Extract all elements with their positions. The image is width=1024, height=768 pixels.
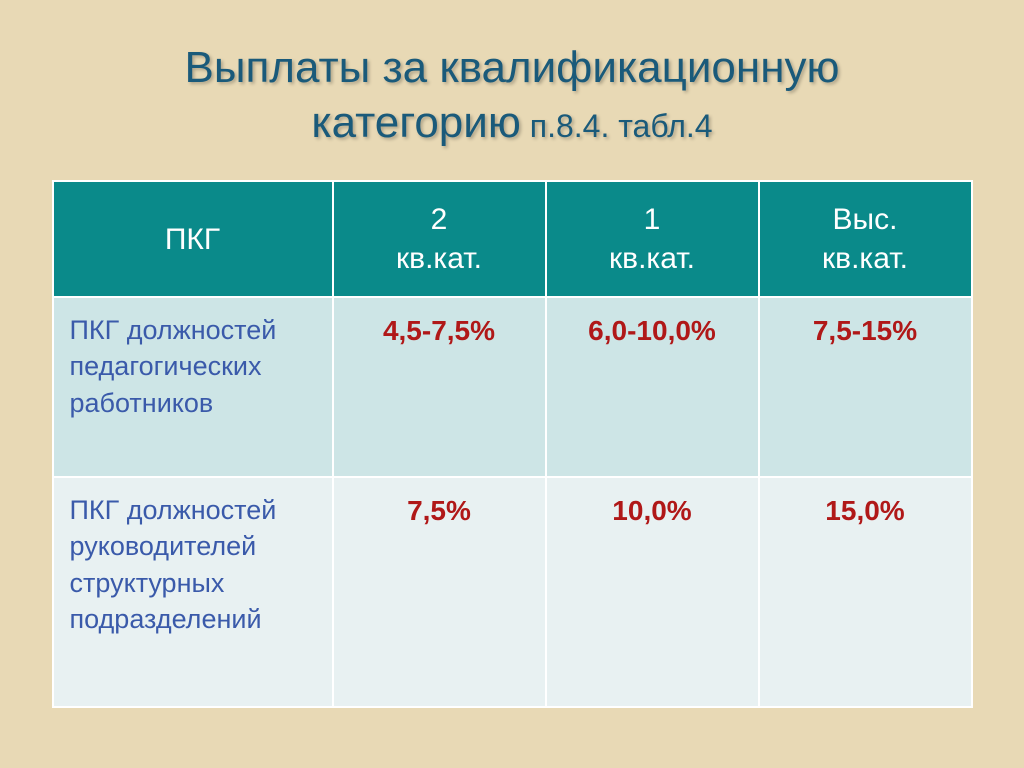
- cell-value: 10,0%: [546, 477, 759, 707]
- row-label: ПКГ должностей руководителей структурных…: [53, 477, 333, 707]
- col-header-1: 2кв.кат.: [333, 181, 546, 297]
- cell-value: 7,5-15%: [759, 297, 972, 477]
- cell-value: 6,0-10,0%: [546, 297, 759, 477]
- col-header-2: 1кв.кат.: [546, 181, 759, 297]
- title-line2-main: категорию: [311, 98, 520, 147]
- slide-title: Выплаты за квалификационную категорию п.…: [184, 40, 839, 150]
- cell-value: 4,5-7,5%: [333, 297, 546, 477]
- cell-value: 15,0%: [759, 477, 972, 707]
- title-line1: Выплаты за квалификационную: [184, 40, 839, 95]
- col-header-0: ПКГ: [53, 181, 333, 297]
- cell-value: 7,5%: [333, 477, 546, 707]
- title-line2-sub: п.8.4. табл.4: [521, 108, 713, 144]
- col-header-3: Выс.кв.кат.: [759, 181, 972, 297]
- table-header-row: ПКГ 2кв.кат. 1кв.кат. Выс.кв.кат.: [53, 181, 972, 297]
- title-line2: категорию п.8.4. табл.4: [184, 95, 839, 150]
- table-row: ПКГ должностей педагогических работников…: [53, 297, 972, 477]
- row-label: ПКГ должностей педагогических работников: [53, 297, 333, 477]
- table-row: ПКГ должностей руководителей структурных…: [53, 477, 972, 707]
- payments-table: ПКГ 2кв.кат. 1кв.кат. Выс.кв.кат. ПКГ до…: [52, 180, 973, 708]
